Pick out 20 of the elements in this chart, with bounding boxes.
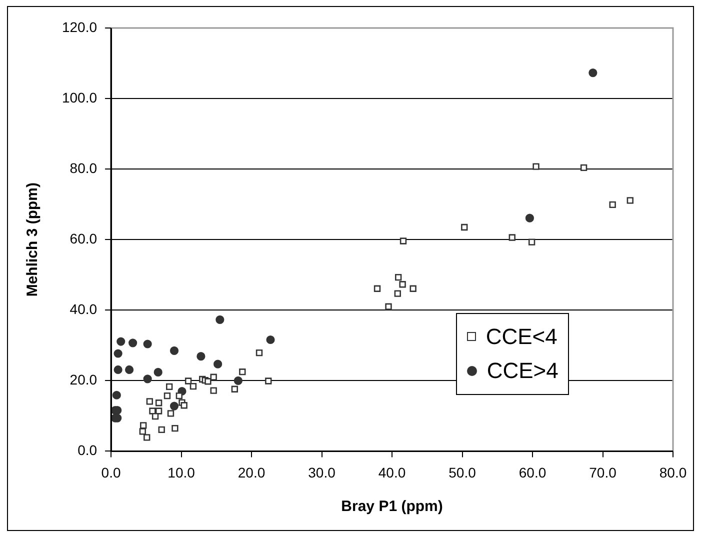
x-axis-title: Bray P1 (ppm) xyxy=(341,498,443,516)
x-tick-label: 80.0 xyxy=(659,464,687,480)
x-tick-label: 60.0 xyxy=(518,464,546,480)
y-tick-label: 100.0 xyxy=(62,89,98,106)
x-tick-label: 50.0 xyxy=(448,464,476,480)
y-axis-title: Mehlich 3 (ppm) xyxy=(24,182,42,297)
x-tick-label: 0.0 xyxy=(101,464,121,480)
x-tick-label: 10.0 xyxy=(168,464,196,480)
y-tick-label: 40.0 xyxy=(70,300,98,317)
legend-label: CCE<4 xyxy=(486,322,558,351)
y-tick-label: 120.0 xyxy=(62,18,98,35)
y-tick-label: 0.0 xyxy=(78,442,98,458)
x-tick-label: 40.0 xyxy=(378,464,406,480)
legend-label: CCE>4 xyxy=(486,356,558,385)
x-tick-label: 70.0 xyxy=(589,464,617,480)
y-tick-label: 60.0 xyxy=(70,230,98,246)
y-tick-label: 20.0 xyxy=(70,372,98,388)
x-tick-label: 20.0 xyxy=(238,464,266,480)
x-tick-label: 30.0 xyxy=(308,464,336,480)
y-tick-label: 80.0 xyxy=(70,160,98,176)
